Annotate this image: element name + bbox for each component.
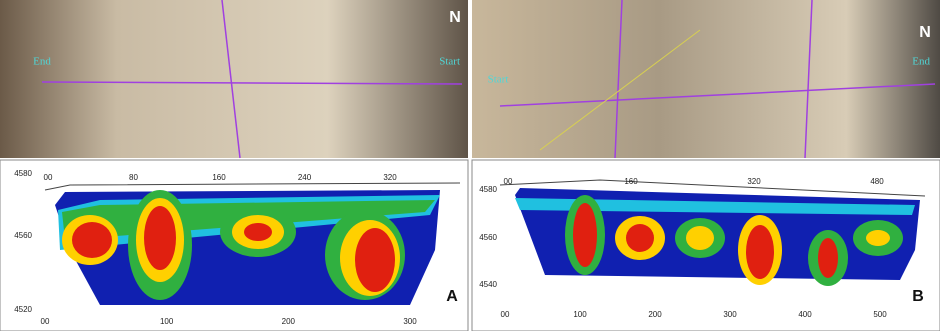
left-tick-label: 4560: [14, 231, 32, 240]
top-tick-label: 320: [747, 177, 761, 186]
panel-label: A: [446, 288, 458, 305]
profile-end-label: End: [33, 56, 51, 68]
bottom-tick-label: 00: [41, 317, 50, 326]
bottom-tick-label: 300: [403, 317, 417, 326]
north-arrow: N: [449, 9, 461, 26]
left-tick-label: 4580: [14, 169, 32, 178]
top-tick-label: 480: [870, 177, 884, 186]
bottom-tick-label: 200: [648, 310, 662, 319]
profile-end-label: Start: [488, 74, 509, 86]
panel-label: B: [912, 288, 924, 305]
top-tick-label: 00: [504, 177, 513, 186]
profile-end-label: Start: [439, 56, 460, 68]
bottom-tick-label: 100: [160, 317, 174, 326]
top-tick-label: 00: [44, 173, 53, 182]
top-tick-label: 160: [212, 173, 226, 182]
left-tick-label: 4520: [14, 305, 32, 314]
resistivity-section: [45, 183, 460, 305]
bottom-tick-label: 100: [573, 310, 587, 319]
bottom-tick-label: 500: [873, 310, 887, 319]
bottom-tick-label: 400: [798, 310, 812, 319]
bottom-tick-label: 200: [282, 317, 296, 326]
top-tick-label: 240: [298, 173, 312, 182]
satellite-map: [472, 0, 940, 158]
satellite-map: [0, 0, 468, 158]
profile-end-label: End: [912, 56, 930, 68]
left-tick-label: 4540: [479, 280, 497, 289]
top-tick-label: 160: [624, 177, 638, 186]
north-arrow: N: [919, 24, 931, 41]
left-tick-label: 4580: [479, 185, 497, 194]
top-tick-label: 80: [129, 173, 138, 182]
top-tick-label: 320: [383, 173, 397, 182]
bottom-tick-label: 00: [501, 310, 510, 319]
figure: N End Start 00 80 160 240 320 4580 4560 4520 00 100 2…: [0, 0, 940, 331]
left-tick-label: 4560: [479, 233, 497, 242]
bottom-tick-label: 300: [723, 310, 737, 319]
